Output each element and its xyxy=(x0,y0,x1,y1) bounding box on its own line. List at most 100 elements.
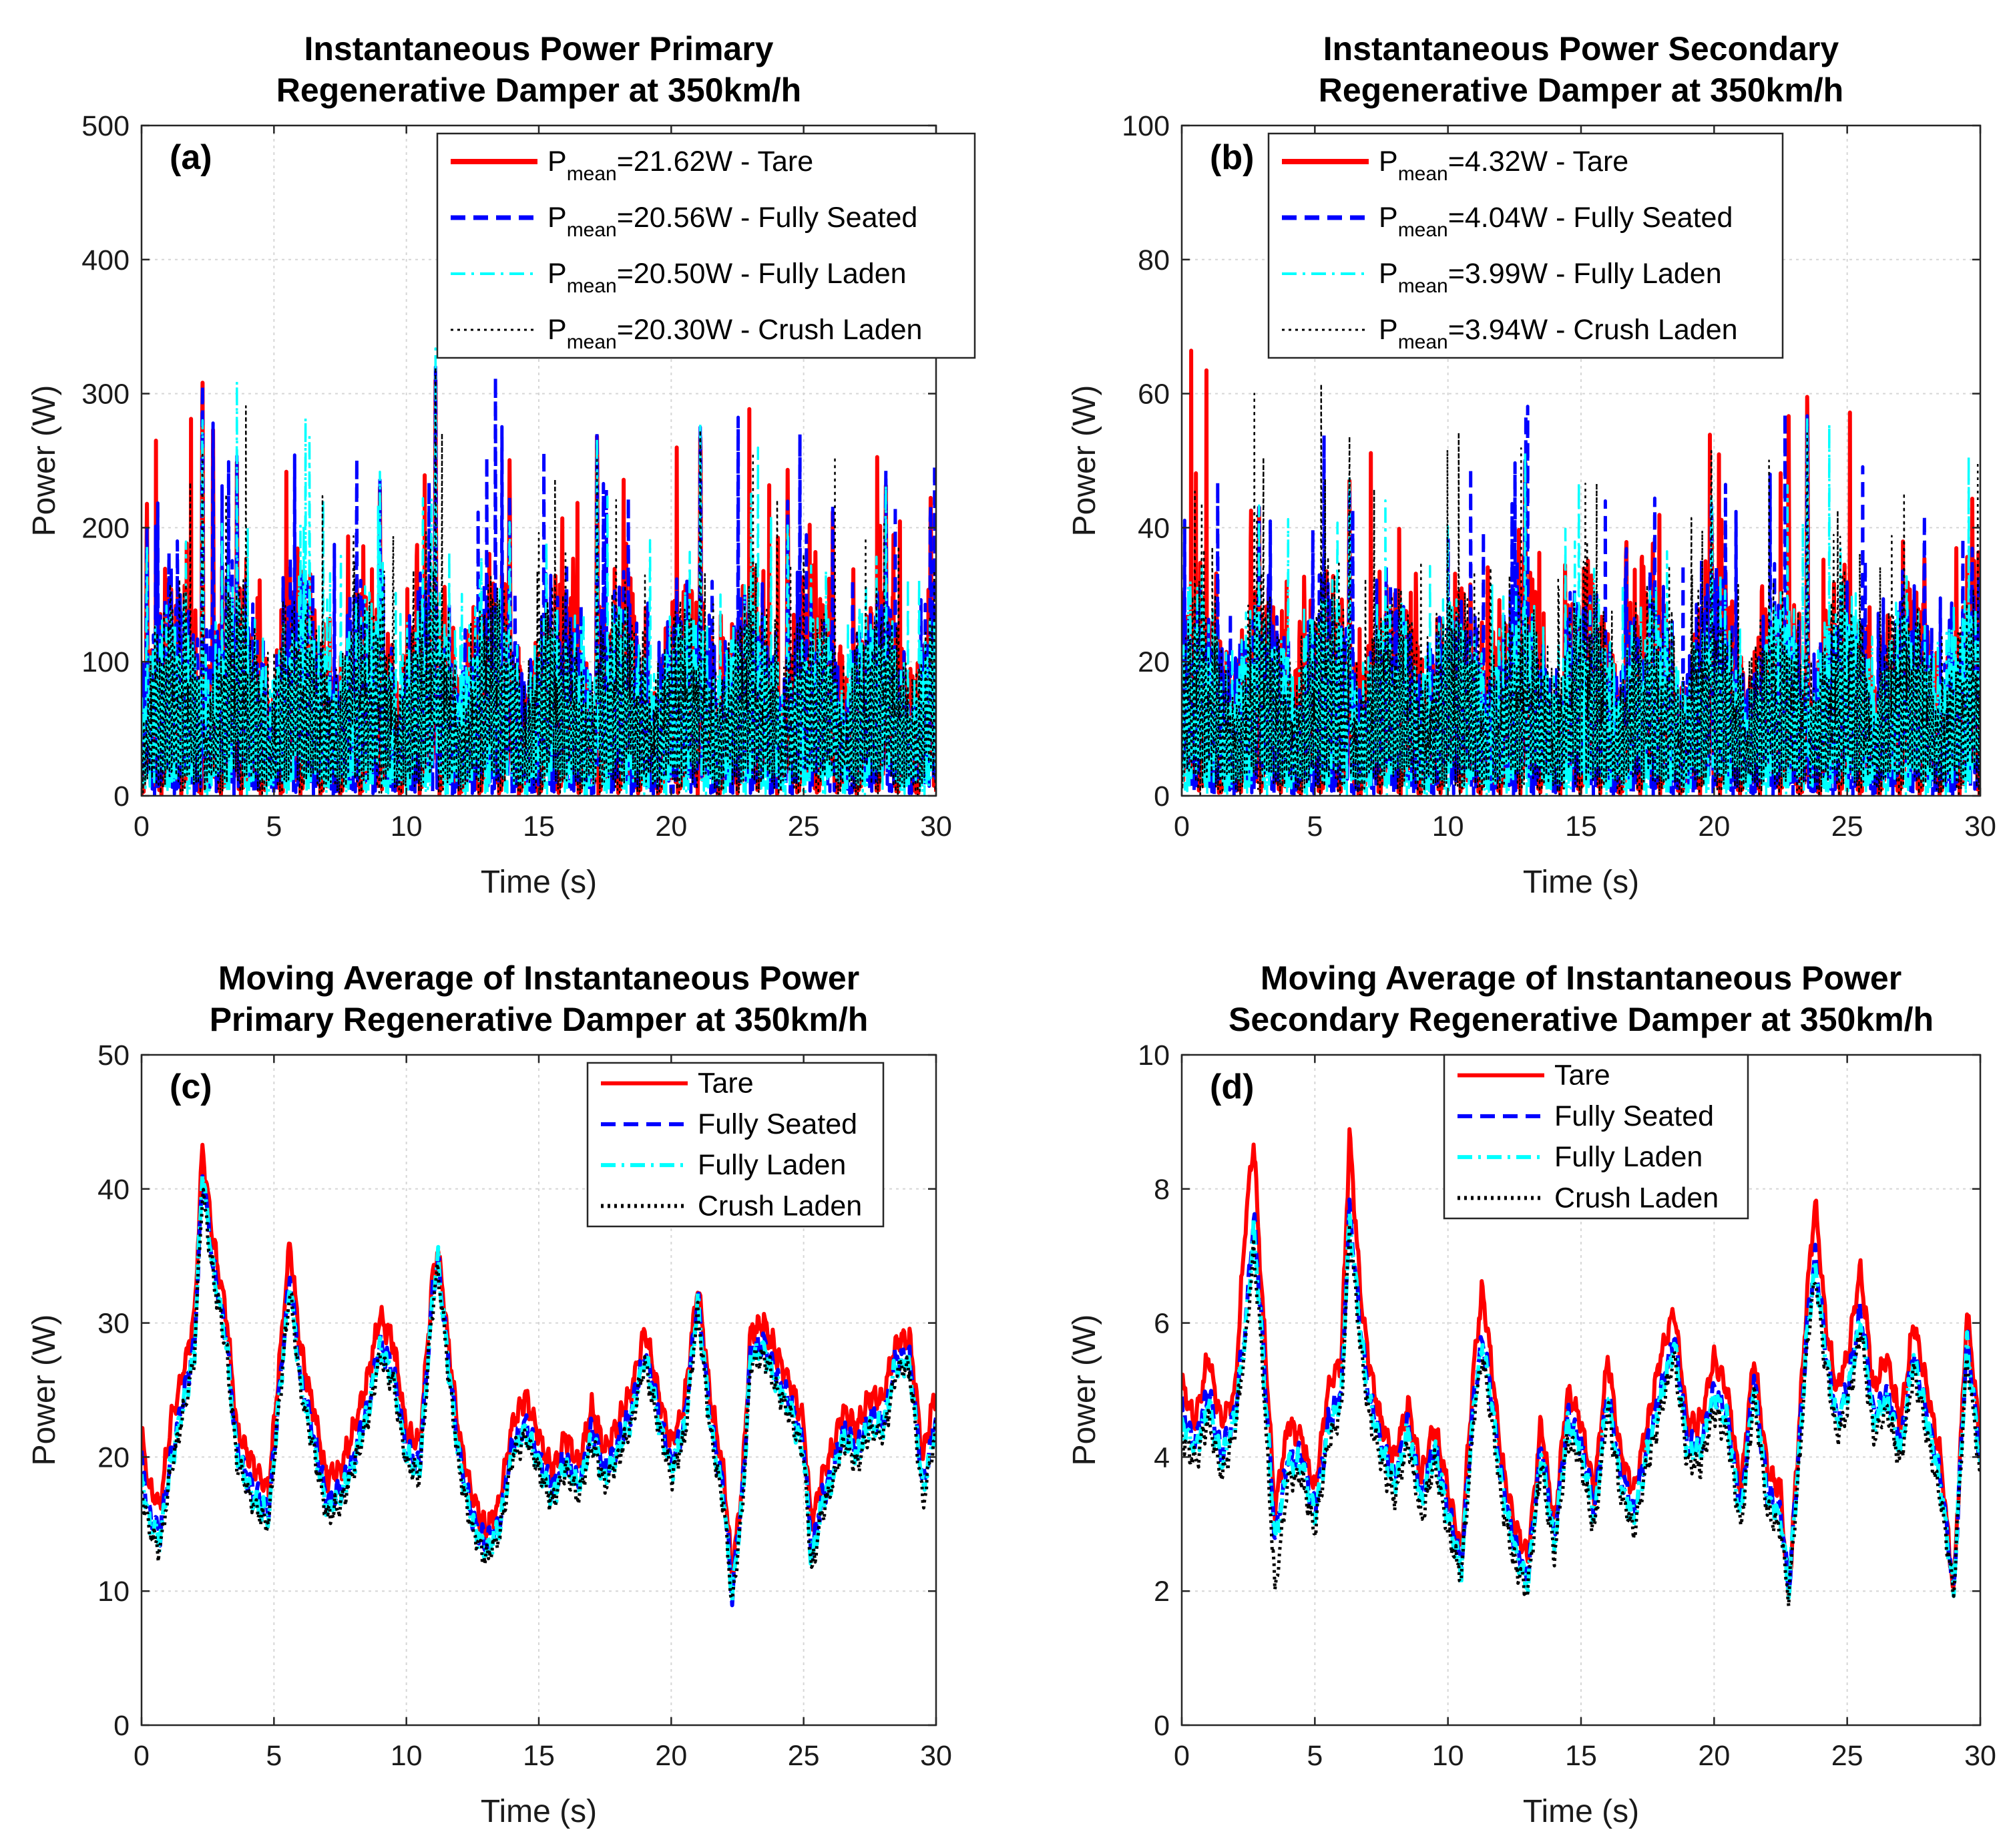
y-tick-label: 30 xyxy=(97,1308,130,1340)
x-tick-label: 25 xyxy=(1831,1740,1863,1772)
x-tick-label: 20 xyxy=(1698,1740,1730,1772)
legend: Pmean=4.32W - Tare Pmean=4.04W - Fully Se… xyxy=(1267,132,1784,359)
y-tick-label: 50 xyxy=(97,1040,130,1072)
series-tare xyxy=(1182,1127,1980,1600)
x-tick-label: 5 xyxy=(266,1740,282,1772)
y-axis-label: Power (W) xyxy=(27,1315,62,1466)
legend-label: Crush Laden xyxy=(698,1190,862,1222)
series-tare xyxy=(142,1142,936,1586)
y-tick-label: 6 xyxy=(1154,1308,1170,1340)
legend-box xyxy=(586,1062,885,1228)
series-crush-laden xyxy=(142,1188,936,1600)
legend-box xyxy=(1267,132,1784,359)
x-axis-label: Time (s) xyxy=(481,865,597,900)
chart-title-line: Primary Regenerative Damper at 350km/h xyxy=(210,1001,869,1038)
legend-label: Pmean=3.94W - Crush Laden xyxy=(1379,314,1738,353)
chart-title-line: Moving Average of Instantaneous Power xyxy=(1261,959,1902,997)
legend-label: Fully Seated xyxy=(698,1108,857,1140)
x-tick-label: 10 xyxy=(1432,811,1464,843)
x-axis-label: Time (s) xyxy=(1523,865,1639,900)
y-axis-label: Power (W) xyxy=(1067,385,1102,537)
legend-label: Pmean=20.50W - Fully Laden xyxy=(547,258,907,297)
y-tick-label: 0 xyxy=(114,780,130,813)
x-tick-label: 30 xyxy=(1964,811,1996,843)
x-tick-label: 0 xyxy=(1174,811,1190,843)
y-tick-label: 20 xyxy=(1138,646,1170,678)
x-tick-label: 0 xyxy=(1174,1740,1190,1772)
x-tick-label: 20 xyxy=(655,1740,687,1772)
x-tick-label: 25 xyxy=(1831,811,1863,843)
y-tick-label: 40 xyxy=(1138,512,1170,544)
panel-c: 0 5 10 15 20 25 30 0 10 20 30 40 50 Time (s) Power (W)… xyxy=(27,959,952,1829)
x-tick-label: 30 xyxy=(1964,1740,1996,1772)
y-axis-label: Power (W) xyxy=(1067,1315,1102,1466)
x-axis-label: Time (s) xyxy=(481,1794,597,1829)
panel-b: 0 5 10 15 20 25 30 0 20 40 60 80 100 Time (s) Power (W… xyxy=(1067,30,1996,900)
x-tick-label: 0 xyxy=(134,1740,150,1772)
x-tick-label: 5 xyxy=(1307,1740,1323,1772)
series-fully-laden xyxy=(1182,1210,1980,1600)
y-tick-label: 100 xyxy=(1122,110,1170,142)
series-crush-laden xyxy=(1182,1222,1980,1608)
series-crush-laden xyxy=(1182,383,1980,796)
legend-box xyxy=(1443,1054,1749,1220)
y-tick-label: 300 xyxy=(81,379,130,411)
legend-box xyxy=(436,132,976,359)
legend-label: Tare xyxy=(698,1068,754,1100)
panel-label: (a) xyxy=(170,138,212,177)
y-tick-label: 80 xyxy=(1138,244,1170,276)
series-fully-laden xyxy=(142,347,936,796)
legend-label: Pmean=20.30W - Crush Laden xyxy=(547,314,922,353)
y-tick-label: 2 xyxy=(1154,1576,1170,1608)
legend: Tare Fully Seated Fully Laden Crush Laden xyxy=(1443,1054,1749,1220)
series-group xyxy=(142,1142,936,1608)
x-tick-label: 5 xyxy=(1307,811,1323,843)
legend-label: Fully Seated xyxy=(1554,1100,1714,1132)
y-tick-label: 200 xyxy=(81,512,130,544)
legend-label: Fully Laden xyxy=(698,1149,846,1181)
chart-title-line: Secondary Regenerative Damper at 350km/h xyxy=(1228,1001,1934,1038)
y-tick-label: 20 xyxy=(97,1441,130,1473)
y-axis-label: Power (W) xyxy=(27,385,62,537)
x-tick-label: 20 xyxy=(1698,811,1730,843)
legend-label: Pmean=21.62W - Tare xyxy=(547,146,813,185)
y-tick-label: 500 xyxy=(81,110,130,142)
x-tick-label: 30 xyxy=(920,811,952,843)
chart-title-line: Moving Average of Instantaneous Power xyxy=(218,959,859,997)
y-tick-label: 0 xyxy=(1154,1710,1170,1742)
x-tick-label: 15 xyxy=(1565,1740,1597,1772)
y-tick-label: 4 xyxy=(1154,1441,1170,1473)
panel-label: (c) xyxy=(170,1068,212,1106)
legend-label: Pmean=4.32W - Tare xyxy=(1379,146,1628,185)
legend-label: Pmean=20.56W - Fully Seated xyxy=(547,202,917,241)
x-axis-label: Time (s) xyxy=(1523,1794,1639,1829)
x-tick-label: 25 xyxy=(788,811,820,843)
x-tick-label: 5 xyxy=(266,811,282,843)
y-tick-label: 8 xyxy=(1154,1174,1170,1206)
panel-label: (d) xyxy=(1210,1068,1254,1106)
y-tick-label: 10 xyxy=(97,1576,130,1608)
chart-title-line: Regenerative Damper at 350km/h xyxy=(276,71,801,109)
panel-d: 0 5 10 15 20 25 30 0 2 4 6 8 10 Time (s) Power (W) Movi… xyxy=(1067,959,1996,1829)
series-group xyxy=(1182,349,1980,796)
chart-title-line: Instantaneous Power Primary xyxy=(304,30,773,67)
y-tick-label: 400 xyxy=(81,244,130,276)
legend-label: Pmean=4.04W - Fully Seated xyxy=(1379,202,1733,241)
x-tick-label: 10 xyxy=(391,811,423,843)
legend: Pmean=21.62W - Tare Pmean=20.56W - Fully … xyxy=(436,132,976,359)
x-tick-label: 15 xyxy=(523,811,555,843)
x-tick-label: 10 xyxy=(1432,1740,1464,1772)
panel-label: (b) xyxy=(1210,138,1254,177)
legend-label: Crush Laden xyxy=(1554,1182,1719,1214)
chart-title-line: Regenerative Damper at 350km/h xyxy=(1319,71,1843,109)
x-tick-label: 15 xyxy=(1565,811,1597,843)
legend-label: Tare xyxy=(1554,1060,1610,1092)
y-tick-label: 40 xyxy=(97,1174,130,1206)
x-tick-label: 20 xyxy=(655,811,687,843)
x-tick-label: 25 xyxy=(788,1740,820,1772)
series-group xyxy=(1182,1127,1980,1608)
y-tick-label: 0 xyxy=(114,1710,130,1742)
x-tick-label: 0 xyxy=(134,811,150,843)
